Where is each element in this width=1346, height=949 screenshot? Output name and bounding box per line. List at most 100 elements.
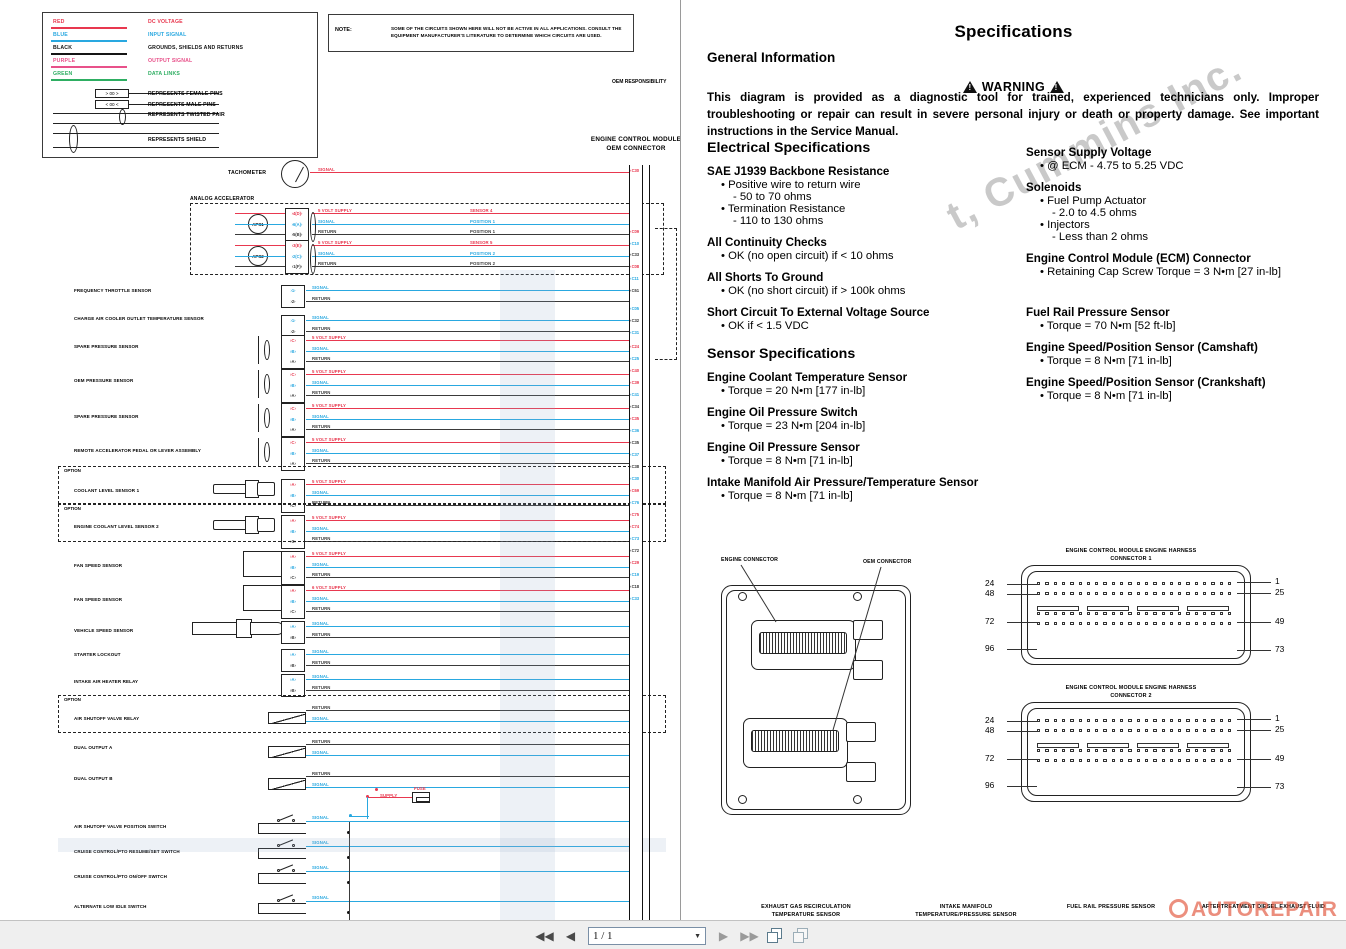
connector-pin — [1227, 749, 1232, 752]
relay-contact — [268, 746, 306, 758]
spec-group-title: Engine Speed/Position Sensor (Crankshaft… — [1026, 376, 1266, 389]
connector-pin — [1120, 729, 1124, 732]
switch-wire — [258, 903, 306, 905]
connector-pin — [1053, 749, 1057, 752]
harness-connector-1 — [1021, 565, 1251, 665]
mounting-hole-2 — [853, 592, 862, 601]
connector-pin — [1111, 582, 1116, 585]
connector-pin — [1203, 612, 1207, 615]
ecm-pin-number: C08 — [630, 264, 639, 269]
connector-pin — [1120, 582, 1124, 585]
legend-color-swatch — [51, 66, 127, 68]
pin-cell: ›1› — [290, 318, 296, 323]
sensor-wire — [306, 374, 630, 376]
ecm-pin-number: C33 — [630, 252, 639, 257]
connector-pin — [1061, 582, 1066, 585]
connector-pin — [1136, 582, 1140, 585]
spec-subitem: - 110 to 130 ohms — [733, 215, 824, 227]
pin-cell: ›B› — [290, 348, 296, 354]
switch-signal-label: SIGNAL — [312, 840, 329, 845]
connector-pin — [1178, 719, 1182, 722]
sensor-label: DUAL OUTPUT A — [74, 745, 113, 750]
ecm-pin-number: C41 — [630, 392, 639, 397]
connector-pin — [1128, 719, 1132, 722]
connector-pin — [1128, 612, 1132, 615]
connector-pin — [1061, 719, 1066, 722]
connector-pin — [1070, 592, 1074, 595]
connector-pin — [1053, 612, 1057, 615]
sensor-wire — [306, 755, 630, 757]
connector-pin — [1144, 582, 1149, 585]
connector-keyway — [1037, 743, 1079, 748]
connector-pin — [1095, 582, 1099, 585]
sensor-wire-label: SIGNAL — [312, 413, 329, 419]
spec-bullet: • Torque = 8 N•m [71 in-lb] — [1040, 390, 1172, 402]
spec-bullet: • Fuel Pump Actuator — [1040, 195, 1147, 207]
legend-color-name: PURPLE — [53, 58, 76, 64]
sensor-wire-label: RETURN — [312, 500, 331, 505]
sensor-label: FAN SPEED SENSOR — [74, 597, 123, 602]
vss-tip — [250, 622, 284, 635]
pdf-toolbar: ◀◀ ◀ 1 / 1 ▼ ▶ ▶▶ — [0, 920, 1346, 949]
connector-pin — [1211, 759, 1215, 762]
first-page-button[interactable]: ◀◀ — [535, 928, 554, 943]
accel-wire-label: RETURN — [318, 261, 337, 266]
bottom-caption-line2: TEMPERATURE/PRESSURE SENSOR — [915, 912, 1017, 918]
sensor-pin-block: ›A› ›B› ›C› — [281, 479, 305, 513]
sensor-wire — [306, 679, 630, 681]
previous-page-button[interactable]: ◀ — [565, 928, 576, 943]
pin-cell: ›B› — [290, 450, 296, 456]
spec-group-title: Fuel Rail Pressure Sensor — [1026, 306, 1170, 319]
pin-cell: ›B› — [290, 634, 296, 640]
page-number-field[interactable]: 1 / 1 ▼ — [588, 926, 706, 945]
spec-bullet: • OK (no open circuit) if < 10 ohms — [721, 250, 894, 262]
connector-pin — [1095, 759, 1099, 762]
ecm-pin-number: C39 — [630, 380, 639, 385]
accel-wire — [312, 223, 630, 225]
connector-pin — [1227, 719, 1232, 722]
connector-pin — [1086, 759, 1091, 762]
connector-pin — [1128, 759, 1132, 762]
connector-pin — [1227, 592, 1232, 595]
cascade-windows-icon[interactable] — [793, 928, 810, 943]
connector-pin — [1070, 719, 1074, 722]
harness-pin-number-right: 25 — [1275, 587, 1285, 597]
harness-pin-number-left: 48 — [985, 588, 995, 598]
pin-leader — [1007, 594, 1037, 595]
next-page-button[interactable]: ▶ — [718, 928, 729, 943]
accel-wire — [312, 245, 630, 247]
spec-subitem: - 2.0 to 4.5 ohms — [1052, 207, 1137, 219]
connector-pin — [1219, 749, 1223, 752]
harness1-caption-line2: CONNECTOR 1 — [1110, 556, 1152, 562]
connector-pin — [1111, 729, 1116, 732]
option-label: OPTION — [64, 468, 81, 473]
connector-pin — [1194, 729, 1199, 732]
pin-cell: ›A› — [290, 652, 296, 657]
twisted-pair-icon — [264, 442, 270, 462]
connector-pin — [1136, 592, 1140, 595]
connector-pin — [1178, 592, 1182, 595]
legend-color-swatch — [51, 53, 127, 55]
sensor-wire — [306, 395, 630, 397]
twisted-pair-icon — [264, 408, 270, 428]
harness-pin-number-right: 73 — [1275, 781, 1285, 791]
sensor-wire-label: RETURN — [312, 631, 331, 637]
switch-wire — [258, 823, 306, 825]
ecm-pin-number: C38 — [630, 464, 639, 469]
connector-pin — [1095, 622, 1099, 625]
connector-pin — [1203, 719, 1207, 722]
legend-color-desc: OUTPUT SIGNAL — [148, 58, 193, 64]
sensor-pin-block: ›C› ›B› ›A› — [281, 437, 305, 471]
last-page-button[interactable]: ▶▶ — [740, 928, 759, 943]
sensor-wire-label: SIGNAL — [312, 489, 329, 495]
connector-pin — [1103, 612, 1107, 615]
pin-leader — [1007, 622, 1037, 623]
sensor-wire — [306, 520, 630, 522]
pin-cell: ›1(F)› — [291, 264, 303, 269]
spec-section-heading: Electrical Specifications — [707, 140, 871, 156]
sensor-wire-label: 5 VOLT SUPPLY — [312, 403, 347, 408]
tile-windows-icon[interactable] — [767, 928, 784, 943]
spec-bullet: • Torque = 8 N•m [71 in-lb] — [721, 490, 853, 502]
sensor-wire — [306, 361, 630, 363]
connector-pin — [1194, 749, 1199, 752]
